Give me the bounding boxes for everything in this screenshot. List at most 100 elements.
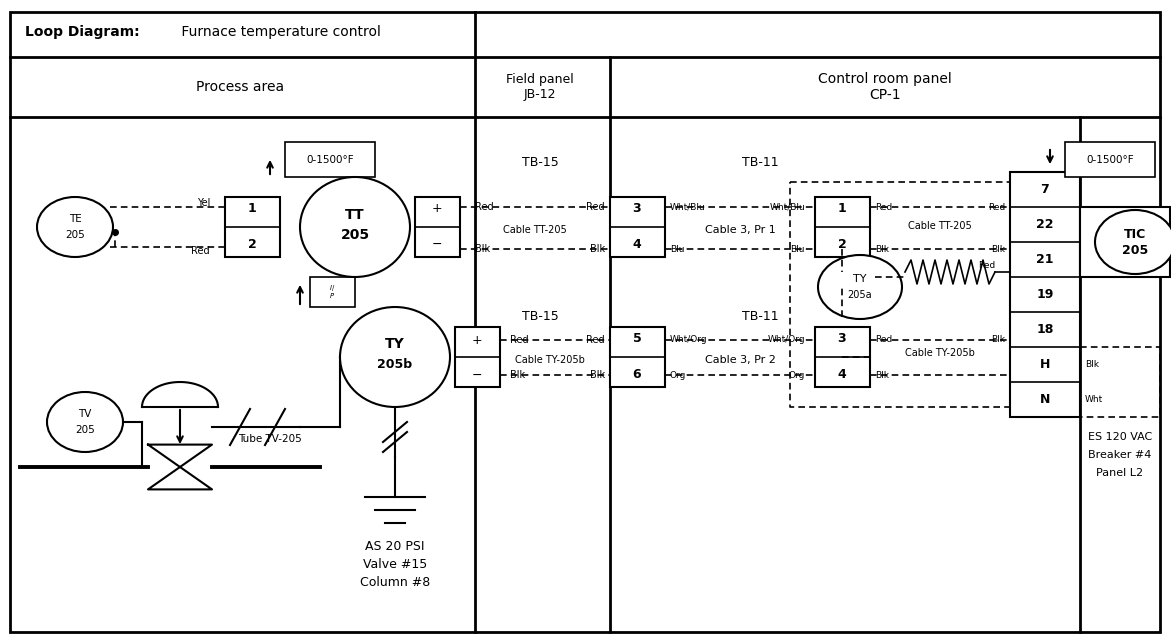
Bar bbox=[1064, 142, 1155, 177]
Ellipse shape bbox=[47, 392, 123, 452]
Text: 1: 1 bbox=[247, 202, 256, 216]
Text: ES 120 VAC: ES 120 VAC bbox=[1088, 432, 1152, 442]
Ellipse shape bbox=[1095, 210, 1171, 274]
Text: Wht: Wht bbox=[1086, 395, 1103, 404]
Text: Blu: Blu bbox=[670, 245, 685, 254]
Text: TB-11: TB-11 bbox=[741, 311, 779, 324]
Text: 19: 19 bbox=[1036, 288, 1054, 301]
Bar bbox=[815, 327, 870, 387]
Text: Field panel
JB-12: Field panel JB-12 bbox=[506, 73, 574, 101]
Text: +: + bbox=[472, 333, 482, 347]
Text: 0-1500°F: 0-1500°F bbox=[306, 155, 354, 165]
Polygon shape bbox=[142, 382, 218, 407]
Text: 21: 21 bbox=[1036, 253, 1054, 266]
Text: Wht/Org: Wht/Org bbox=[670, 336, 707, 345]
Ellipse shape bbox=[300, 177, 410, 277]
Text: Valve #15: Valve #15 bbox=[363, 559, 427, 571]
Text: Blk: Blk bbox=[875, 370, 889, 379]
Text: 205a: 205a bbox=[848, 290, 872, 300]
Text: Red: Red bbox=[191, 246, 210, 256]
Text: N: N bbox=[1040, 393, 1050, 406]
Text: Red: Red bbox=[875, 202, 892, 211]
Bar bbox=[310, 277, 355, 307]
Text: Blu: Blu bbox=[790, 245, 804, 254]
Ellipse shape bbox=[819, 255, 902, 319]
Text: Red: Red bbox=[978, 261, 995, 270]
Text: 2: 2 bbox=[837, 238, 847, 250]
Text: Wht/Org: Wht/Org bbox=[767, 336, 804, 345]
Text: 205: 205 bbox=[1122, 245, 1148, 257]
Bar bbox=[610, 197, 665, 257]
Text: Org: Org bbox=[788, 370, 804, 379]
Text: Blk: Blk bbox=[475, 244, 491, 254]
Text: TB-15: TB-15 bbox=[521, 311, 559, 324]
Text: Blk: Blk bbox=[590, 370, 605, 380]
Text: Red: Red bbox=[475, 202, 494, 212]
Text: Blk: Blk bbox=[1086, 360, 1100, 369]
Text: 3: 3 bbox=[632, 202, 642, 216]
Text: H: H bbox=[1040, 358, 1050, 371]
Bar bbox=[1011, 172, 1080, 417]
Text: $^{I/}_{P}$: $^{I/}_{P}$ bbox=[329, 283, 335, 300]
Text: Breaker #4: Breaker #4 bbox=[1088, 450, 1152, 460]
Bar bbox=[815, 197, 870, 257]
Text: 7: 7 bbox=[1041, 183, 1049, 196]
Text: TY: TY bbox=[385, 337, 405, 351]
Text: TT: TT bbox=[345, 208, 365, 222]
Text: Control room panel
CP-1: Control room panel CP-1 bbox=[819, 72, 952, 102]
Text: Cable TY-205b: Cable TY-205b bbox=[905, 348, 975, 358]
Text: Org: Org bbox=[670, 370, 686, 379]
Text: Red: Red bbox=[988, 202, 1005, 211]
Text: Tube TV-205: Tube TV-205 bbox=[238, 434, 302, 444]
Text: Column #8: Column #8 bbox=[359, 577, 430, 589]
Text: Blk: Blk bbox=[991, 336, 1005, 345]
Bar bbox=[456, 327, 500, 387]
Text: AS 20 PSI: AS 20 PSI bbox=[365, 541, 425, 553]
Text: Red: Red bbox=[875, 336, 892, 345]
Text: Process area: Process area bbox=[196, 80, 285, 94]
Text: −: − bbox=[432, 238, 443, 250]
Text: Red: Red bbox=[587, 202, 605, 212]
Text: 4: 4 bbox=[632, 238, 642, 250]
Text: Cable 3, Pr 1: Cable 3, Pr 1 bbox=[705, 225, 775, 235]
Text: 22: 22 bbox=[1036, 218, 1054, 231]
Text: Cable TT-205: Cable TT-205 bbox=[504, 225, 567, 235]
Ellipse shape bbox=[340, 307, 450, 407]
Bar bbox=[1080, 207, 1170, 277]
Text: Panel L2: Panel L2 bbox=[1096, 468, 1144, 478]
Text: 4: 4 bbox=[837, 369, 847, 381]
Bar bbox=[225, 197, 280, 257]
Text: Cable 3, Pr 2: Cable 3, Pr 2 bbox=[705, 355, 775, 365]
Text: 1: 1 bbox=[837, 202, 847, 216]
Text: TV: TV bbox=[78, 409, 91, 419]
Text: Wht/Blu: Wht/Blu bbox=[769, 202, 804, 211]
Text: 18: 18 bbox=[1036, 323, 1054, 336]
Text: TE: TE bbox=[69, 214, 81, 224]
Bar bbox=[610, 327, 665, 387]
Text: Wht/Blu: Wht/Blu bbox=[670, 202, 706, 211]
Text: Furnace temperature control: Furnace temperature control bbox=[177, 25, 381, 39]
Text: TB-11: TB-11 bbox=[741, 155, 779, 168]
Text: Blk: Blk bbox=[511, 370, 525, 380]
Bar bbox=[285, 142, 375, 177]
Text: 3: 3 bbox=[837, 333, 847, 345]
Text: Blk: Blk bbox=[991, 245, 1005, 254]
Text: Blk: Blk bbox=[875, 245, 889, 254]
Text: 205: 205 bbox=[341, 228, 370, 242]
Text: TIC: TIC bbox=[1124, 227, 1146, 241]
Text: 6: 6 bbox=[632, 369, 642, 381]
Text: 5: 5 bbox=[632, 333, 642, 345]
Text: Red: Red bbox=[587, 335, 605, 345]
Bar bbox=[415, 197, 460, 257]
Text: 2: 2 bbox=[247, 238, 256, 250]
Text: TB-15: TB-15 bbox=[521, 155, 559, 168]
Text: 205b: 205b bbox=[377, 358, 412, 370]
Text: Cable TT-205: Cable TT-205 bbox=[909, 221, 972, 231]
Text: 205: 205 bbox=[66, 230, 84, 240]
Text: +: + bbox=[432, 202, 443, 216]
Text: Blk: Blk bbox=[590, 244, 605, 254]
Text: Red: Red bbox=[511, 335, 528, 345]
Ellipse shape bbox=[37, 197, 112, 257]
Text: TY: TY bbox=[854, 274, 867, 284]
Text: 205: 205 bbox=[75, 425, 95, 435]
